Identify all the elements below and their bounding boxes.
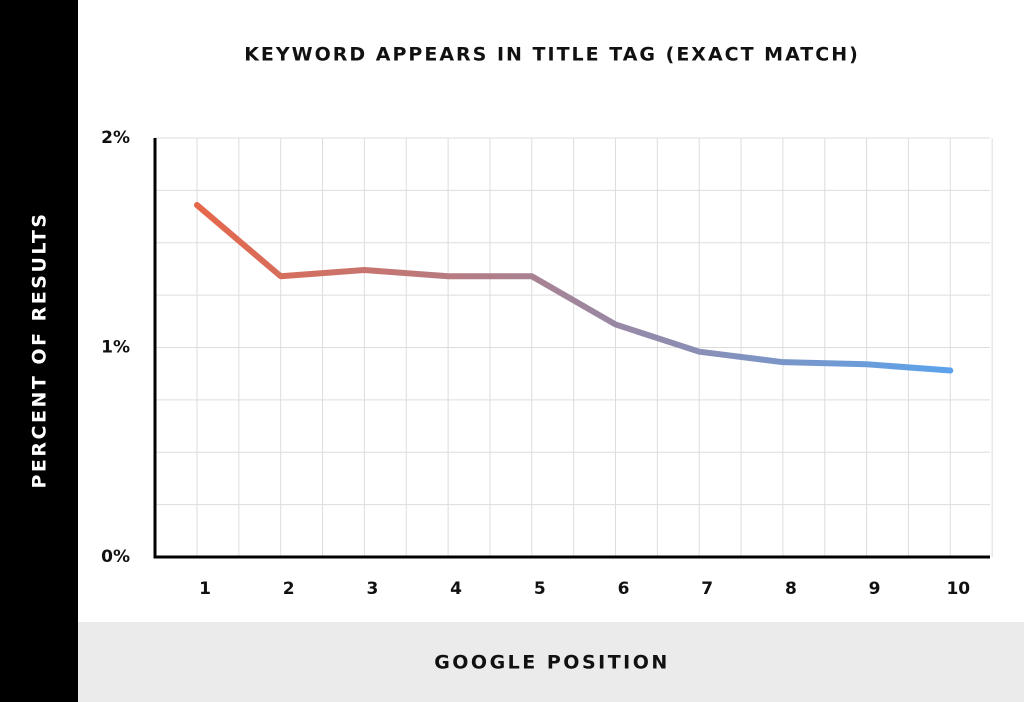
y-tick-label: 1%: [101, 338, 130, 358]
x-tick-label: 5: [534, 579, 546, 599]
y-axis-label: PERCENT OF RESULTS: [29, 211, 51, 488]
x-tick-label: 1: [199, 579, 211, 599]
x-tick-label: 6: [618, 579, 630, 599]
line: [194, 202, 954, 374]
x-tick-label: 9: [869, 579, 881, 599]
chart-title: KEYWORD APPEARS IN TITLE TAG (EXACT MATC…: [244, 44, 860, 66]
x-tick-label: 3: [366, 579, 378, 599]
x-tick-label: 4: [450, 579, 462, 599]
left-band: [0, 0, 78, 702]
bottom-band: [78, 622, 1024, 702]
y-tick-label: 0%: [101, 547, 130, 567]
x-tick-label: 8: [785, 579, 797, 599]
y-tick-label: 2%: [101, 128, 130, 148]
x-axis-label: GOOGLE POSITION: [434, 652, 670, 674]
x-tick-label: 10: [946, 579, 970, 599]
x-tick-label: 7: [701, 579, 713, 599]
x-tick-label: 2: [283, 579, 295, 599]
